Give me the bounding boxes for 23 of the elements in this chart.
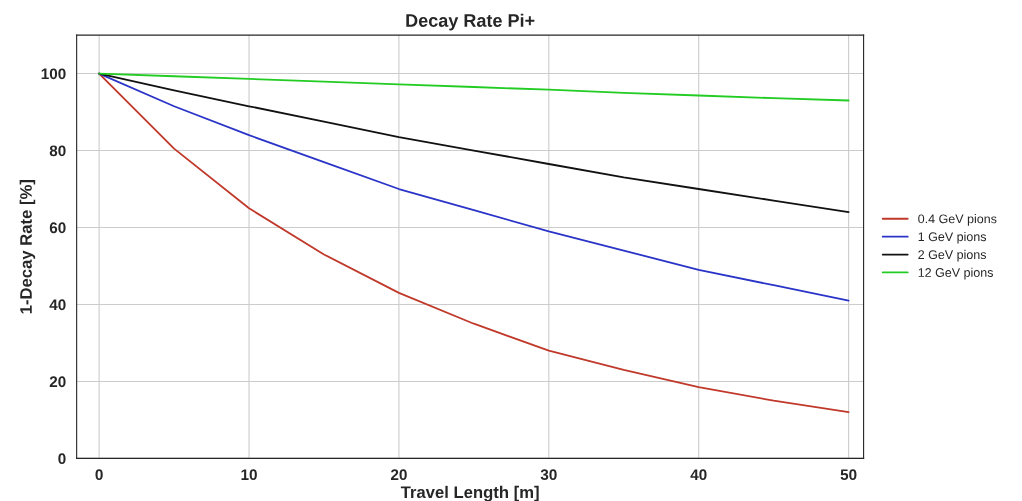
chart-title: Decay Rate Pi+ — [406, 13, 535, 31]
x-tick-label: 0 — [95, 469, 103, 481]
line-series — [98, 72, 850, 214]
y-tick-label: 60 — [49, 222, 66, 234]
x-tick-label: 50 — [840, 469, 857, 481]
x-tick-label: 20 — [390, 469, 407, 481]
y-tick-label: 0 — [58, 453, 66, 465]
x-tick-label: 30 — [540, 469, 557, 481]
legend-label: 1 GeV pions — [918, 231, 987, 244]
legend-label: 0.4 GeV pions — [918, 214, 997, 226]
y-tick-label: 80 — [49, 145, 66, 157]
line-series — [98, 72, 850, 302]
x-tick-label: 10 — [241, 469, 257, 481]
x-axis-title: Travel Length [m] — [400, 485, 539, 501]
line-series — [98, 72, 850, 414]
x-tick-label: 40 — [690, 469, 707, 481]
legend-label: 2 GeV pions — [918, 249, 987, 262]
y-axis-title: 1-Decay Rate [%] — [19, 180, 36, 314]
legend-label: 12 GeV pions — [918, 267, 993, 280]
line-series — [98, 72, 850, 102]
y-tick-label: 40 — [49, 299, 66, 311]
y-tick-label: 100 — [41, 68, 66, 80]
y-tick-label: 20 — [49, 376, 66, 388]
